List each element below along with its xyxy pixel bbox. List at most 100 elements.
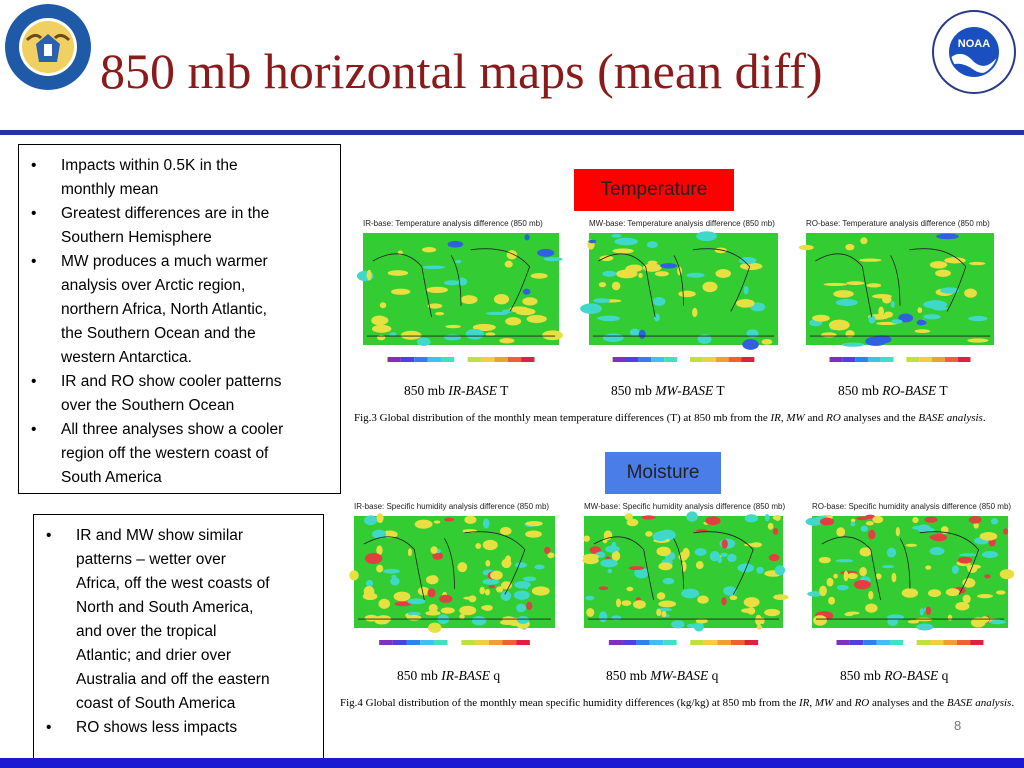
map-anomaly [868,590,874,600]
map-anomaly [457,562,468,573]
colorbar-swatch [829,357,843,362]
slide-title: 850 mb horizontal maps (mean diff) [100,43,823,99]
map-anomaly [626,586,634,592]
map-anomaly [482,578,500,585]
bullet-marker: • [31,421,37,438]
moisture-caption-ro-base: 850 mb RO-BASE q [840,668,949,683]
noaa-logo-icon [949,27,999,77]
colorbar-swatch [717,640,731,645]
colorbar-swatch [392,640,407,645]
colorbar-swatch [677,357,690,362]
map-title: RO-base: Specific humidity analysis diff… [812,502,1012,511]
colorbar-swatch [379,640,393,645]
coastline [815,531,1005,620]
map-anomaly [433,520,441,524]
colorbar-swatch [956,640,971,645]
colorbar-swatch [836,640,850,645]
map-anomaly [743,286,749,295]
map-anomaly [756,624,763,630]
moisture-notes-list: • IR and MW show similar patterns – wetter… [34,524,323,740]
map-anomaly [846,281,865,286]
colorbar-swatch [649,640,664,645]
map-anomaly [955,601,970,611]
map-anomaly [807,591,823,597]
colorbar-swatch [507,357,522,362]
map-anomaly [383,568,400,574]
map-anomaly [414,519,433,529]
map-anomaly [881,565,895,569]
map-anomaly [721,597,727,606]
map-anomaly [634,567,649,579]
map-anomaly [544,546,551,554]
map-anomaly [599,255,614,262]
map-anomaly [916,319,927,326]
map-anomaly [611,550,621,561]
map-anomaly [389,332,397,336]
map-anomaly [813,615,828,626]
map-anomaly [695,561,704,570]
map-anomaly [819,585,827,597]
map-anomaly [421,265,446,269]
map-anomaly [504,260,513,268]
figure-3-caption: Fig.3 Global distribution of the monthly… [354,412,986,424]
map-anomaly [658,562,673,571]
colorbar-swatch [447,640,462,645]
colorbar-swatch [715,357,729,362]
colorbar-swatch [494,357,508,362]
colorbar-swatch [427,357,441,362]
map-anomaly [917,307,923,314]
map-anomaly [393,591,411,602]
title-rule [0,130,1024,135]
map-anomaly [376,334,386,341]
moisture-map-mw-base: MW-base: Specific humidity analysis diff… [570,500,795,658]
map-anomaly [656,546,671,557]
map-anomaly [720,552,728,557]
bullet-line: Impacts within 0.5K in the [61,157,238,174]
bullet-marker: • [46,527,52,544]
colorbar-swatch [521,357,535,362]
map-anomaly [828,596,836,605]
map-title: IR-base: Specific humidity analysis diff… [354,502,550,511]
map-anomaly [964,288,977,298]
map-anomaly [746,607,756,615]
map-plot [349,217,571,375]
map-anomaly [947,614,953,621]
map-anomaly [445,324,461,329]
map-anomaly [715,269,732,278]
map-anomaly [872,515,884,524]
map-anomaly [364,614,379,622]
map-anomaly [819,517,835,526]
map-anomaly [968,261,986,266]
colorbar-swatch [690,640,704,645]
colorbar-swatch [516,640,530,645]
map-anomaly [656,608,662,617]
map-anomaly [459,613,465,620]
map-anomaly [705,516,721,526]
map-anomaly [407,548,413,557]
map-anomaly [628,566,645,571]
map-anomaly [363,515,378,526]
colorbar-swatch [400,357,415,362]
map-anomaly [439,594,453,603]
colorbar-swatch [863,640,877,645]
map-anomaly [660,263,678,269]
map-anomaly [499,619,514,625]
map-anomaly [589,546,602,554]
bullet-item: • RO shows less impacts [34,716,323,740]
map-anomaly [980,616,990,623]
colorbar-swatch [689,357,703,362]
map-anomaly [525,530,542,538]
map-anomaly [427,588,436,598]
figure-4-caption: Fig.4 Global distribution of the monthly… [340,697,1015,709]
colorbar-swatch [744,640,759,645]
map-anomaly [850,518,856,523]
temperature-caption-mw-base: 850 mb MW-BASE T [611,383,725,398]
map-anomaly [429,575,439,584]
map-anomaly [929,261,948,269]
moisture-label: Moisture [605,452,721,494]
map-anomaly [662,577,675,585]
map-anomaly [417,586,430,596]
bullet-line: Greatest differences are in the [61,205,270,222]
map-anomaly [652,297,666,306]
colorbar-swatch [889,640,904,645]
